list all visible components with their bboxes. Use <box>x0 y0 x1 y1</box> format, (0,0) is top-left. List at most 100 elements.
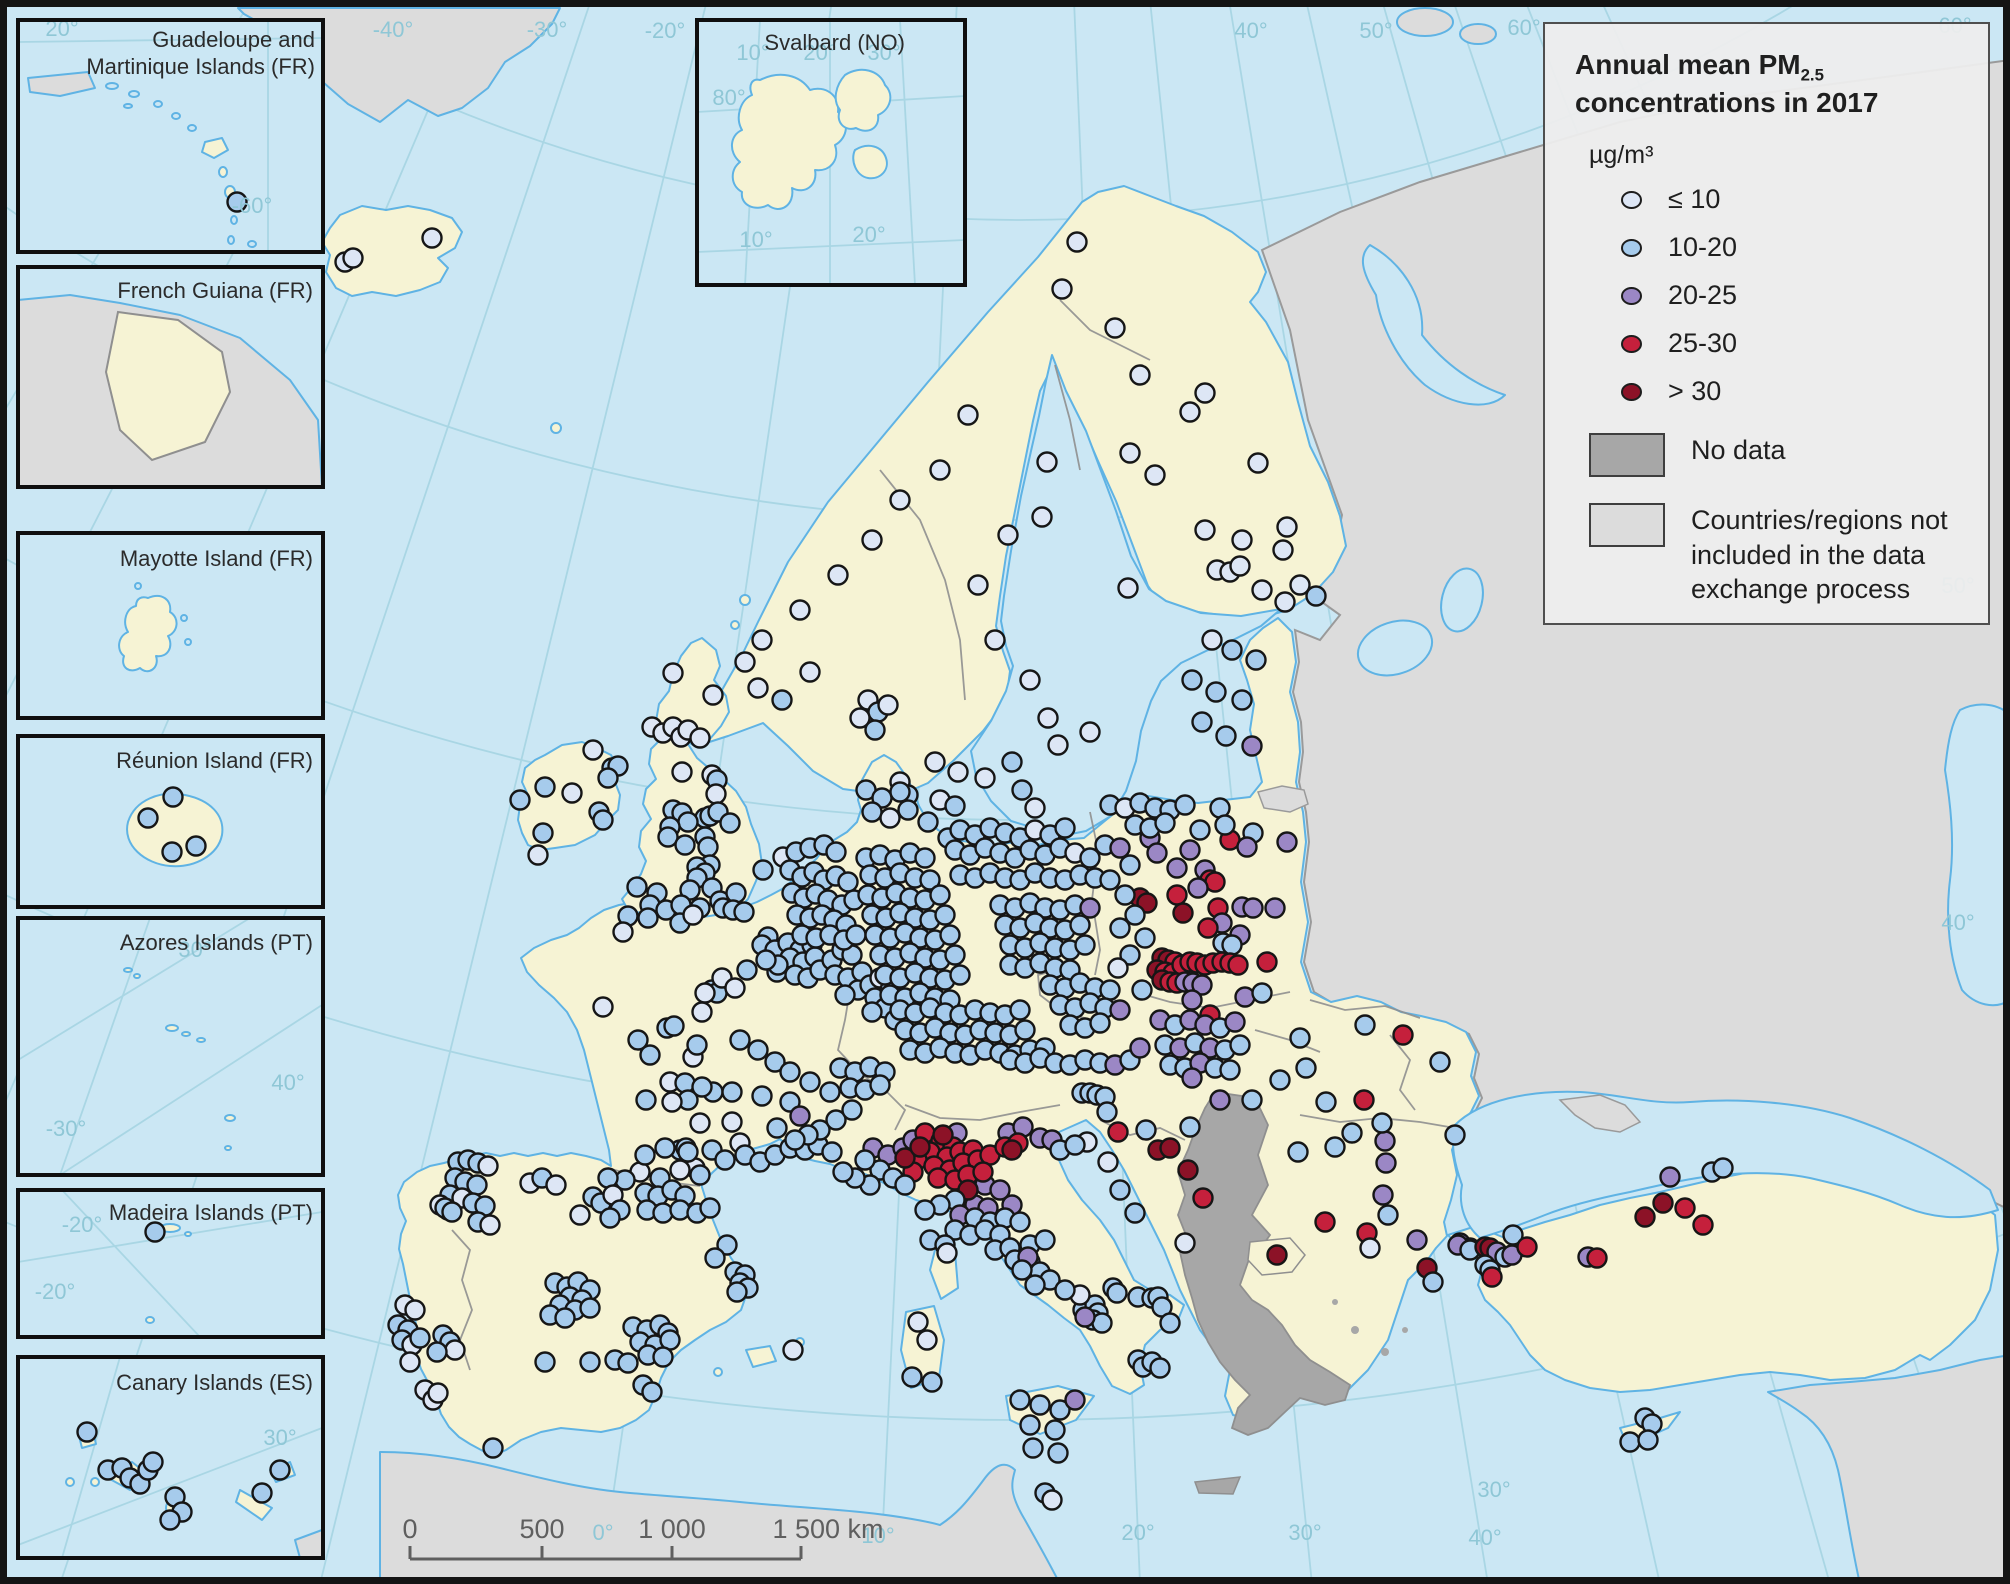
station-dot <box>779 1061 801 1083</box>
station-dot <box>1241 735 1263 757</box>
station-dot <box>657 826 679 848</box>
station-dot <box>1659 1166 1681 1188</box>
station-dot <box>582 739 604 761</box>
station-dot <box>907 1311 929 1333</box>
legend-not-included-item: Countries/regions not included in the da… <box>1589 503 1962 607</box>
station-dot <box>1372 1184 1394 1206</box>
station-dot <box>592 809 614 831</box>
station-dot <box>832 1161 854 1183</box>
station-dot <box>1229 1034 1251 1056</box>
station-dot <box>1036 451 1058 473</box>
station-dot <box>617 1352 639 1374</box>
station-dot <box>764 1051 786 1073</box>
station-dot <box>716 1234 738 1256</box>
station-dot <box>1054 1279 1076 1301</box>
station-dot <box>934 904 956 926</box>
station-dot <box>637 907 659 929</box>
graticule-label: 10° <box>861 1523 894 1548</box>
station-dot <box>1305 585 1327 607</box>
graticule-label: -30° <box>527 17 568 42</box>
island-shetland <box>739 594 751 606</box>
station-dot <box>161 841 183 863</box>
graticule-label: 40° <box>271 1070 304 1095</box>
station-dot <box>1377 1204 1399 1226</box>
station-dot <box>1066 231 1088 253</box>
station-dot <box>936 1242 958 1264</box>
station-dot <box>837 871 859 893</box>
station-dot <box>569 1204 591 1226</box>
graticule-label: 40° <box>1468 1525 1501 1550</box>
station-dot <box>1001 751 1023 773</box>
station-dot <box>409 1327 431 1349</box>
station-dot <box>864 719 886 741</box>
station-dot <box>1221 934 1243 956</box>
station-dot <box>162 786 184 808</box>
station-dot <box>1129 364 1151 386</box>
station-dot <box>1692 1214 1714 1236</box>
station-dot <box>479 1214 501 1236</box>
station-dot <box>677 811 699 833</box>
station-dot <box>984 629 1006 651</box>
station-dot <box>1181 989 1203 1011</box>
station-dot <box>686 1034 708 1056</box>
station-dot <box>1014 1019 1036 1041</box>
inset-title-reunion: Réunion Island (FR) <box>116 748 313 773</box>
station-dot <box>861 801 883 823</box>
legend-class-label: 10-20 <box>1668 232 1738 263</box>
station-dot <box>1109 837 1131 859</box>
station-dot <box>554 1307 576 1329</box>
white-sea <box>1361 244 1506 406</box>
station-dot <box>1194 382 1216 404</box>
station-dot <box>1119 944 1141 966</box>
inset-titles: Guadeloupe and Martinique Islands (FR) F… <box>86 27 905 1395</box>
station-dot <box>1064 1134 1086 1156</box>
land-iceland <box>321 205 463 297</box>
station-dot <box>751 629 773 651</box>
legend-swatch <box>1589 433 1665 478</box>
inset-title-canary: Canary Islands (ES) <box>116 1370 313 1395</box>
station-dot <box>932 1124 954 1146</box>
station-dot <box>1359 1237 1381 1259</box>
station-dot <box>185 835 207 857</box>
station-dot <box>789 599 811 621</box>
station-dot <box>1287 1141 1309 1163</box>
station-dot <box>1172 902 1194 924</box>
station-dot <box>1011 779 1033 801</box>
station-dot <box>1049 1399 1071 1421</box>
station-dot <box>1064 1389 1086 1411</box>
station-dot <box>1054 817 1076 839</box>
station-dot <box>736 959 758 981</box>
legend-swatch-label: Countries/regions not included in the da… <box>1691 505 1948 605</box>
island-crete-no-data <box>1193 1476 1242 1495</box>
station-dot <box>1144 464 1166 486</box>
graticule-label: -20° <box>62 1212 103 1237</box>
scale-bar-label: 0 <box>402 1514 417 1544</box>
graticule-label: 20° <box>803 40 836 65</box>
station-dot <box>1375 1152 1397 1174</box>
station-dot <box>1179 1116 1201 1138</box>
station-dot <box>1177 1159 1199 1181</box>
station-dot <box>1079 847 1101 869</box>
station-dot <box>1251 982 1273 1004</box>
station-dot <box>534 1351 556 1373</box>
station-dot <box>639 1044 661 1066</box>
station-dot <box>1109 917 1131 939</box>
legend-no-data-item: No data <box>1589 433 1962 478</box>
station-dot <box>1099 869 1121 891</box>
station-dot <box>1219 1059 1241 1081</box>
station-dot <box>1001 1139 1023 1161</box>
graticule-label: 30° <box>867 40 900 65</box>
station-dot <box>752 859 774 881</box>
station-dot <box>1009 1389 1031 1411</box>
station-dot <box>226 191 248 213</box>
station-dot <box>1097 1151 1119 1173</box>
station-dot <box>1516 1236 1538 1258</box>
station-dot <box>1009 1211 1031 1233</box>
station-dot <box>916 1329 938 1351</box>
station-dot <box>944 944 966 966</box>
inset-box-canary <box>16 1355 325 1560</box>
station-dot <box>1314 1211 1336 1233</box>
station-dot <box>1256 951 1278 973</box>
legend-title: Annual mean PM2.5 concentrations in 2017 <box>1575 48 1962 119</box>
